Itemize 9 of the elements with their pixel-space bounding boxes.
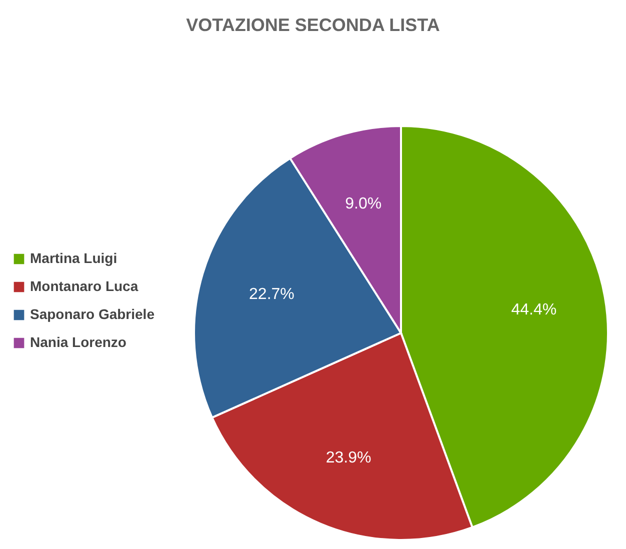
legend-label: Montanaro Luca (30, 278, 138, 294)
data-label: 9.0% (345, 195, 382, 212)
legend-label: Saponaro Gabriele (30, 306, 155, 322)
legend-label: Nania Lorenzo (30, 334, 126, 350)
data-label: 22.7% (249, 286, 294, 304)
data-label: 23.9% (326, 449, 372, 466)
chart-title: VOTAZIONE SECONDA LISTA (186, 15, 440, 35)
legend-label: Martina Luigi (30, 250, 118, 266)
data-label: 44.4% (511, 301, 557, 318)
